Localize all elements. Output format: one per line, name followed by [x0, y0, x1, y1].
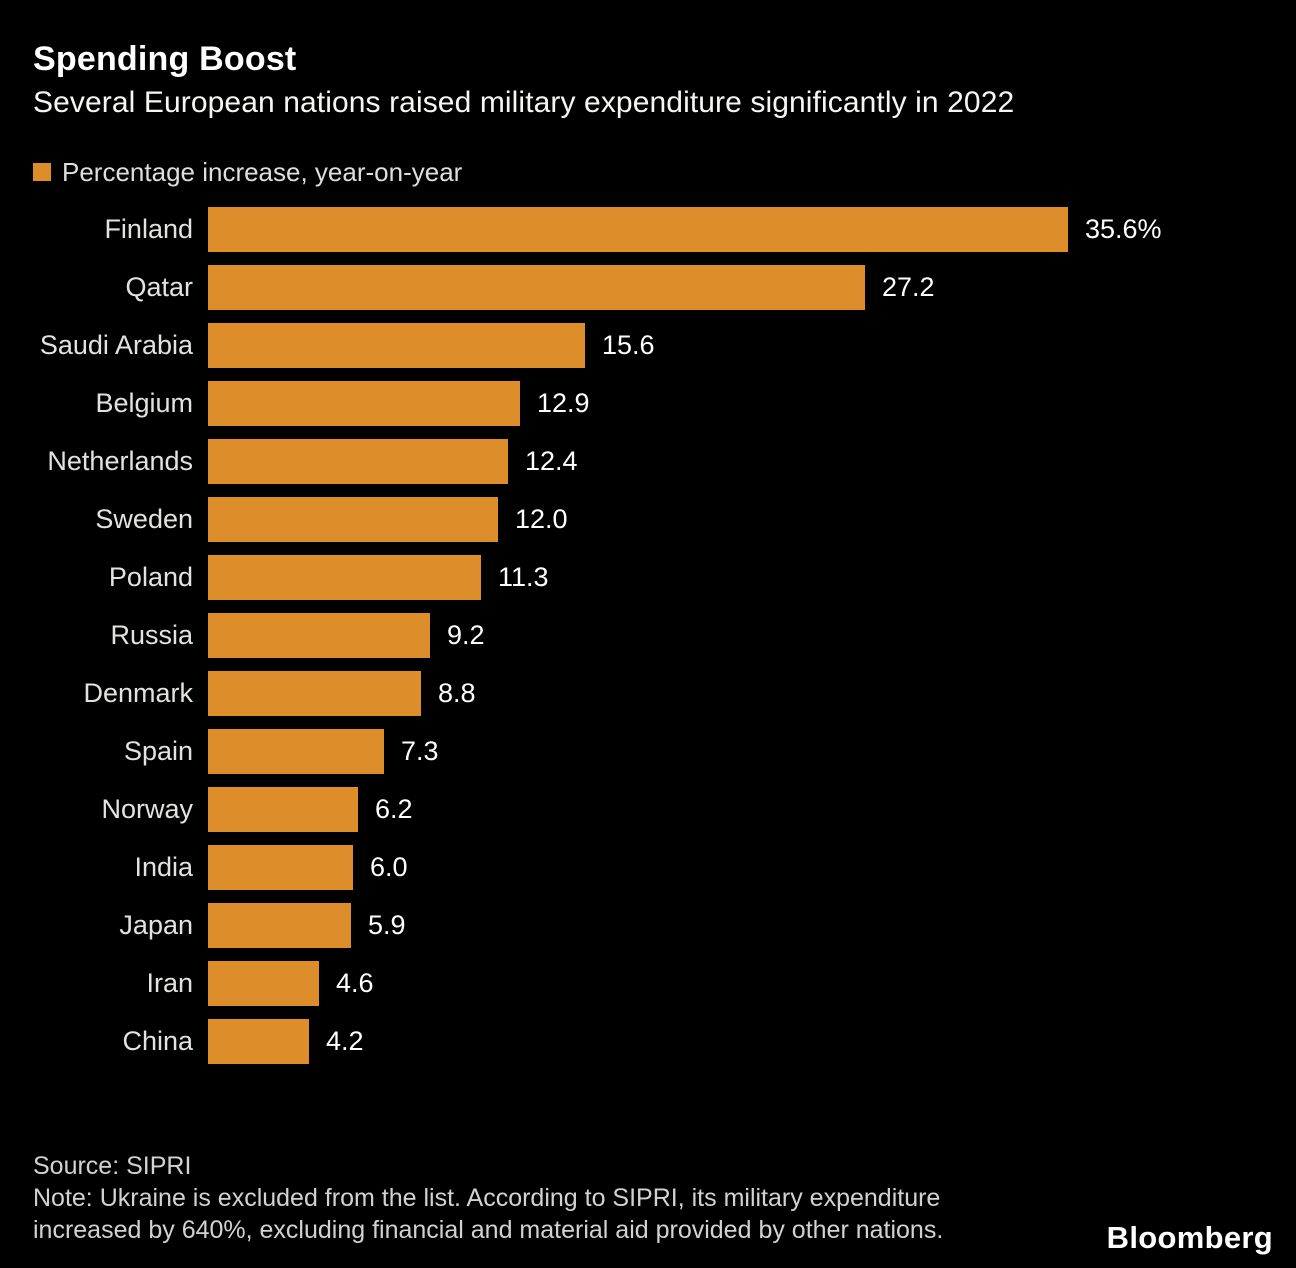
legend-swatch-icon: [33, 163, 51, 181]
bar-row: Japan 5.9: [0, 896, 1296, 954]
country-label: Norway: [101, 793, 193, 824]
country-label: Belgium: [95, 387, 193, 418]
bar: [208, 728, 384, 774]
bar: [208, 554, 481, 600]
country-label: Poland: [108, 561, 193, 592]
bar-row: Netherlands 12.4: [0, 432, 1296, 490]
country-label: Japan: [119, 909, 193, 940]
bar: [208, 960, 319, 1006]
value-label: 4.2: [326, 1025, 364, 1056]
value-label: 6.0: [370, 851, 408, 882]
bar-row: Iran 4.6: [0, 954, 1296, 1012]
source-text: Source: SIPRI: [33, 1152, 192, 1180]
bar: [208, 1018, 309, 1064]
bar: [208, 206, 1068, 252]
country-label: Iran: [146, 967, 193, 998]
bar: [208, 496, 498, 542]
value-label: 4.6: [336, 967, 374, 998]
bar: [208, 844, 353, 890]
page-subtitle: Several European nations raised military…: [33, 86, 1015, 119]
country-label: Qatar: [125, 271, 193, 302]
legend: Percentage increase, year-on-year: [33, 157, 462, 187]
legend-label: Percentage increase, year-on-year: [62, 156, 463, 187]
country-label: Saudi Arabia: [39, 329, 193, 360]
bar-row: Denmark 8.8: [0, 664, 1296, 722]
value-label: 8.8: [438, 677, 476, 708]
bloomberg-logo: Bloomberg: [1106, 1220, 1273, 1255]
bar-row: Poland 11.3: [0, 548, 1296, 606]
bar-row: India 6.0: [0, 838, 1296, 896]
bar: [208, 670, 421, 716]
country-label: Finland: [104, 213, 193, 244]
bar-row: Belgium 12.9: [0, 374, 1296, 432]
bar-row: Saudi Arabia 15.6: [0, 316, 1296, 374]
bar: [208, 322, 585, 368]
bar-row: Russia 9.2: [0, 606, 1296, 664]
value-label: 15.6: [602, 329, 655, 360]
bar: [208, 786, 358, 832]
value-label: 12.9: [537, 387, 590, 418]
value-label: 27.2: [882, 271, 935, 302]
country-label: Spain: [123, 735, 193, 766]
value-label: 35.6%: [1085, 213, 1162, 244]
country-label: India: [134, 851, 193, 882]
bar-row: Spain 7.3: [0, 722, 1296, 780]
country-label: Sweden: [95, 503, 193, 534]
country-label: Netherlands: [47, 445, 193, 476]
bar-row: China 4.2: [0, 1012, 1296, 1070]
bar-row: Sweden 12.0: [0, 490, 1296, 548]
country-label: China: [122, 1025, 193, 1056]
bar-row: Finland 35.6%: [0, 200, 1296, 258]
country-label: Russia: [110, 619, 193, 650]
note-text-line1: Note: Ukraine is excluded from the list.…: [33, 1184, 941, 1212]
bar: [208, 264, 865, 310]
value-label: 9.2: [447, 619, 485, 650]
bar: [208, 438, 508, 484]
bar: [208, 612, 430, 658]
bar-chart: Finland 35.6% Qatar 27.2 Saudi Arabia 15.6 Bel…: [0, 200, 1296, 1070]
bar: [208, 902, 351, 948]
bar: [208, 380, 520, 426]
footer: Source: SIPRI Note: Ukraine is excluded …: [33, 1150, 943, 1246]
bar-row: Qatar 27.2: [0, 258, 1296, 316]
value-label: 7.3: [401, 735, 439, 766]
value-label: 12.4: [525, 445, 578, 476]
value-label: 5.9: [368, 909, 406, 940]
bar-row: Norway 6.2: [0, 780, 1296, 838]
value-label: 6.2: [375, 793, 413, 824]
value-label: 11.3: [498, 561, 549, 592]
page-title: Spending Boost: [33, 40, 297, 78]
value-label: 12.0: [515, 503, 568, 534]
country-label: Denmark: [83, 677, 193, 708]
note-text-line2: increased by 640%, excluding financial a…: [33, 1216, 944, 1244]
